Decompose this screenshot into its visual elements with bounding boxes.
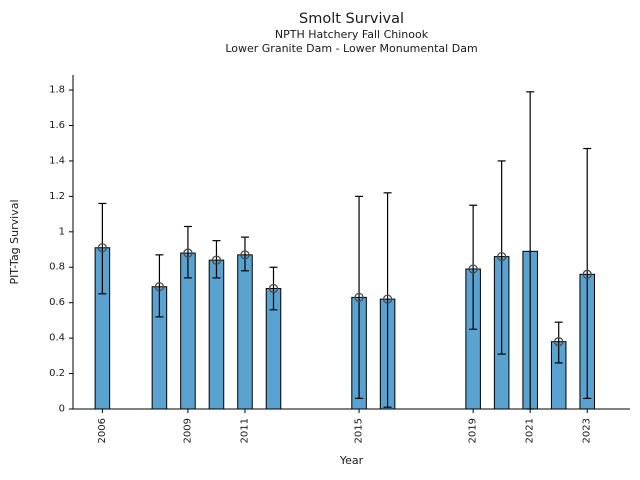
point-marker-2020 (497, 251, 507, 262)
point-marker-2016 (382, 294, 393, 304)
x-tick-label: 2015 (354, 418, 365, 443)
y-axis-label: PIT-Tag Survival (8, 199, 21, 284)
point-marker-2008 (154, 282, 165, 292)
y-tick-label: 1.2 (49, 191, 65, 202)
point-marker-2009 (183, 248, 193, 258)
point-marker-2019 (468, 264, 478, 274)
y-tick-label: 0.2 (49, 368, 65, 379)
y-tick-label: 1.6 (49, 120, 65, 131)
y-tick-label: 1.8 (49, 85, 65, 96)
y-tick-label: 0.4 (49, 333, 65, 344)
x-tick-label: 2023 (582, 418, 593, 443)
x-tick-label: 2006 (97, 418, 108, 443)
point-marker-2010 (211, 255, 222, 265)
chart-subtitle-reach: Lower Granite Dam - Lower Monumental Dam (225, 42, 477, 55)
point-marker-2006 (97, 243, 108, 253)
x-tick-label: 2009 (182, 418, 193, 443)
plot-area: 0 0.2 0.4 0.6 0.8 1 1.2 1.4 1.6 1.8 2006 2009 2011 20… (49, 75, 630, 443)
x-tick-label: 2019 (468, 418, 479, 443)
point-marker-2023 (582, 269, 592, 279)
x-axis-label: Year (339, 454, 364, 467)
point-marker-2011 (240, 250, 250, 260)
y-tick-label: 0.6 (49, 297, 65, 308)
chart-subtitle-species: NPTH Hatchery Fall Chinook (275, 28, 429, 41)
bar-2010 (208, 259, 225, 410)
point-marker-2012 (268, 283, 279, 294)
chart-title: Smolt Survival (299, 11, 404, 27)
y-tick-label: 1.4 (49, 155, 65, 166)
bar-2011 (237, 254, 253, 410)
x-tick-label: 2011 (239, 418, 250, 443)
y-tick-label: 1 (59, 226, 65, 237)
y-tick-label: 0 (59, 404, 65, 415)
point-marker-2015 (354, 292, 364, 303)
point-marker-2022 (554, 337, 564, 347)
x-tick-label: 2021 (525, 418, 536, 443)
y-tick-label: 0.8 (49, 262, 65, 273)
